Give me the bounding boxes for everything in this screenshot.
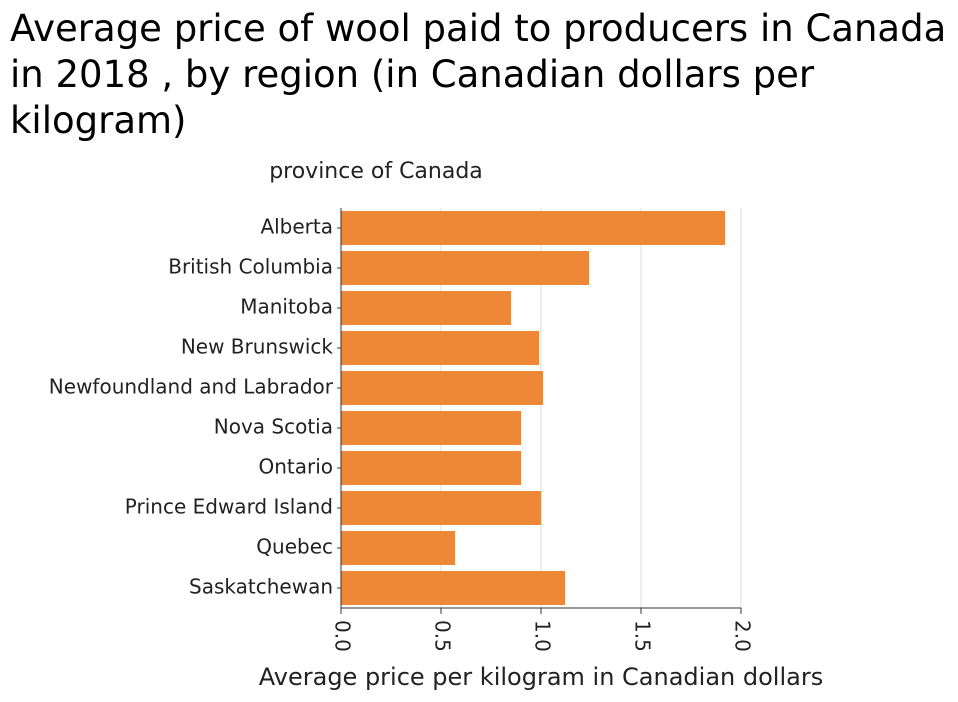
bar-prince-edward-island [341, 491, 541, 525]
x-tick-label: 0.0 [331, 620, 355, 652]
y-axis-title: province of Canada [269, 159, 483, 184]
x-axis-title: Average price per kilogram in Canadian d… [259, 663, 823, 691]
bar-newfoundland-and-labrador [341, 371, 543, 405]
bar-quebec [341, 531, 455, 565]
x-tick-label: 0.5 [431, 620, 455, 652]
bar-nova-scotia [341, 411, 521, 445]
x-tick-label: 2.0 [731, 620, 755, 652]
bar-british-columbia [341, 251, 589, 285]
category-label: British Columbia [168, 255, 333, 279]
category-label: Prince Edward Island [125, 495, 333, 519]
category-label: Ontario [258, 455, 333, 479]
category-label: New Brunswick [181, 335, 334, 359]
bar-ontario [341, 451, 521, 485]
category-label: Alberta [260, 215, 333, 239]
bar-alberta [341, 211, 725, 245]
category-label: Quebec [256, 535, 333, 559]
chart-title: Average price of wool paid to producers … [10, 7, 947, 142]
x-tick-label: 1.0 [531, 620, 555, 652]
category-label: Saskatchewan [189, 575, 333, 599]
category-label: Newfoundland and Labrador [49, 375, 334, 399]
bar-new-brunswick [341, 331, 539, 365]
bar-saskatchewan [341, 571, 565, 605]
category-label: Nova Scotia [214, 415, 333, 439]
x-tick-label: 1.5 [631, 620, 655, 652]
category-label: Manitoba [240, 295, 333, 319]
bar-manitoba [341, 291, 511, 325]
